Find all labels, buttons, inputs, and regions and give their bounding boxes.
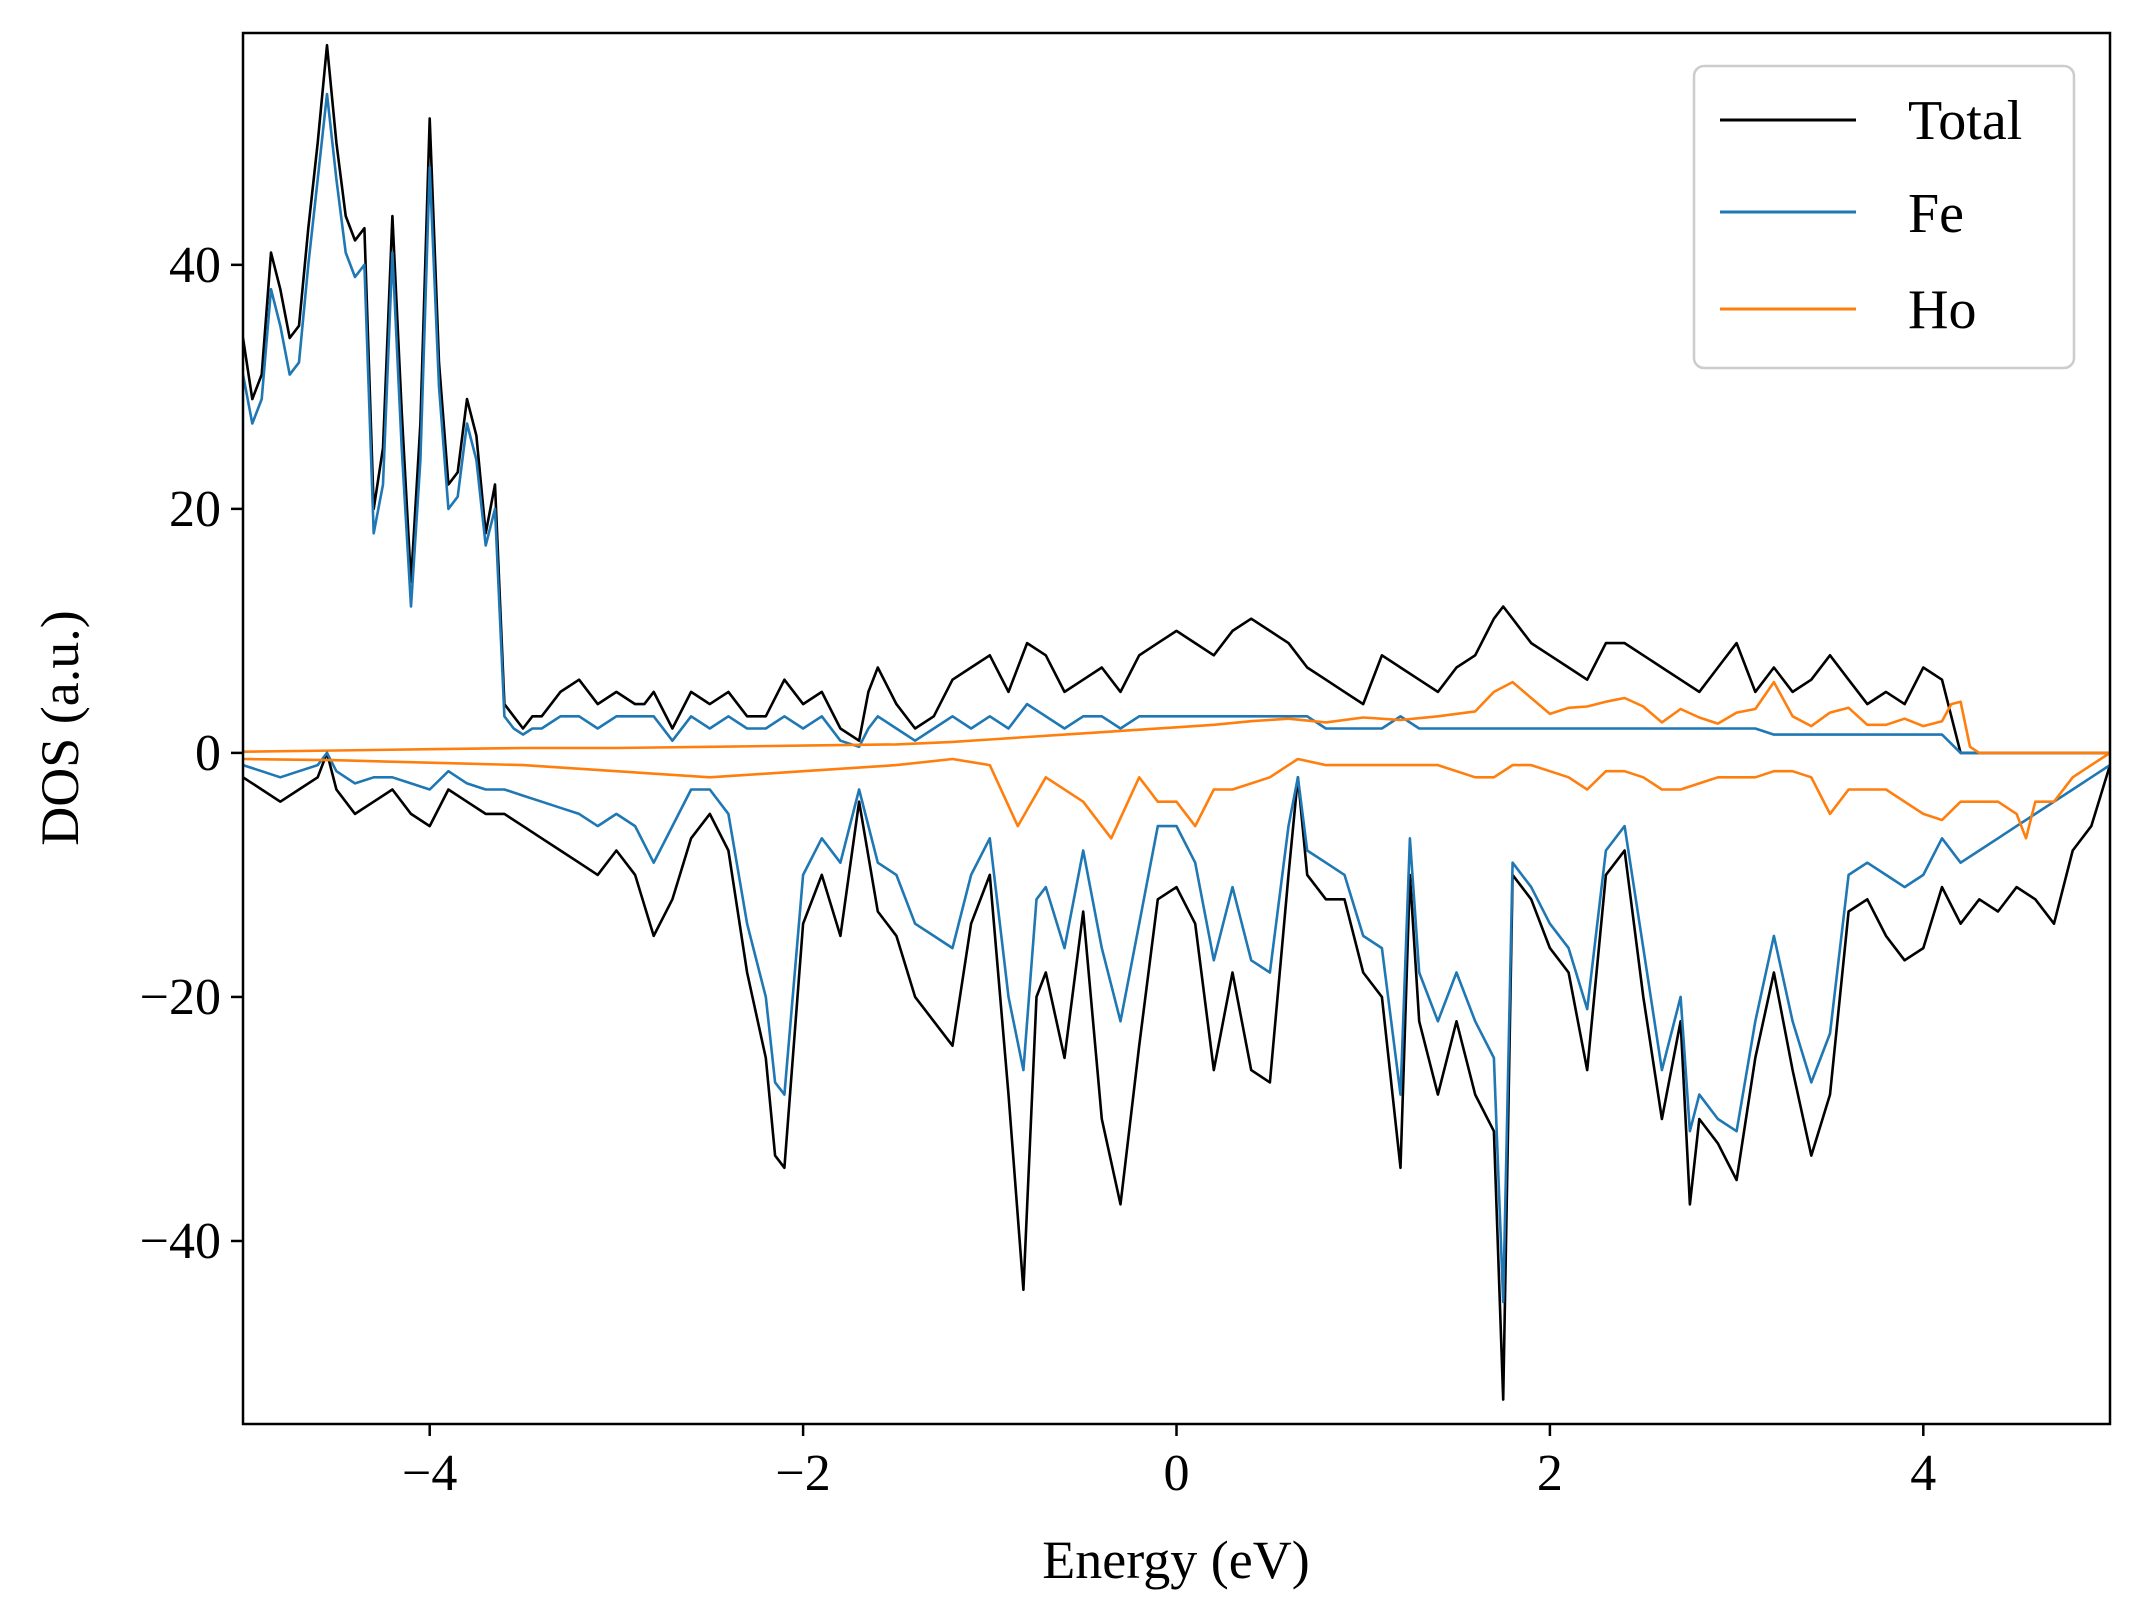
x-tick-label: 0 xyxy=(1164,1445,1190,1502)
y-tick-label: 20 xyxy=(169,481,221,538)
legend-label-ho: Ho xyxy=(1908,279,1976,341)
x-axis-title: Energy (eV) xyxy=(1042,1530,1309,1590)
series-line-total-down xyxy=(243,751,2110,1401)
y-tick-label: −40 xyxy=(140,1213,221,1270)
y-axis-title: DOS (a.u.) xyxy=(30,610,90,845)
series-line-fe-up xyxy=(243,92,2110,755)
legend-box xyxy=(1692,64,2076,370)
series-line-total-up xyxy=(243,43,2110,755)
legend: Total Fe Ho xyxy=(1692,64,2076,370)
legend-label-total: Total xyxy=(1908,90,2022,152)
series-line-fe-down xyxy=(243,751,2110,1304)
x-tick-label: −2 xyxy=(775,1445,830,1502)
y-tick-label: −20 xyxy=(140,969,221,1026)
series-line-ho-up xyxy=(243,680,2110,755)
legend-label-fe: Fe xyxy=(1908,183,1964,245)
y-tick-label: 0 xyxy=(195,725,221,782)
y-tick-label: 40 xyxy=(169,237,221,294)
x-tick-label: 2 xyxy=(1537,1445,1563,1502)
x-axis-ticks: −4 −2 0 2 4 xyxy=(402,1424,1936,1502)
y-axis-ticks: −40 −20 0 20 40 xyxy=(140,237,243,1270)
series-line-ho-down xyxy=(243,751,2110,840)
x-tick-label: −4 xyxy=(402,1445,457,1502)
series-layer xyxy=(243,43,2110,1401)
x-tick-label: 4 xyxy=(1910,1445,1936,1502)
